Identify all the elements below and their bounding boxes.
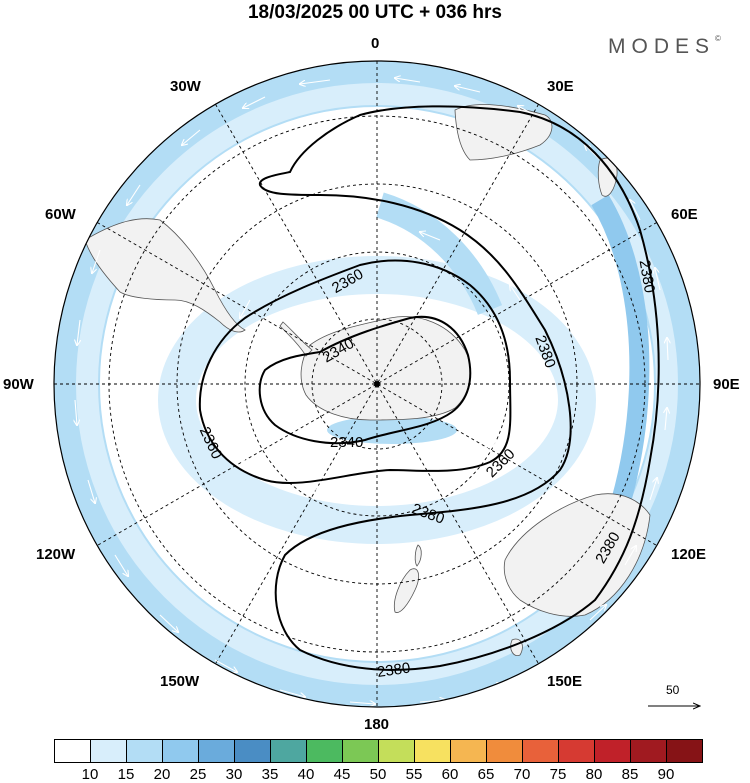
contour-label: 2340: [330, 434, 363, 451]
legend-swatch: [594, 739, 631, 763]
legend-tick-label: 25: [189, 766, 207, 783]
legend-swatch: [414, 739, 451, 763]
legend-swatch: [342, 739, 379, 763]
legend-tick-label: 60: [441, 766, 459, 783]
legend-swatch: [90, 739, 127, 763]
legend-swatch: [558, 739, 595, 763]
legend-tick-label: 55: [405, 766, 423, 783]
legend-swatch: [450, 739, 487, 763]
legend-swatch: [270, 739, 307, 763]
lon-label-30e: 30E: [547, 78, 574, 95]
legend-swatch: [234, 739, 271, 763]
legend-swatch: [486, 739, 523, 763]
legend-tick-label: 45: [333, 766, 351, 783]
australia: [503, 493, 651, 617]
tasmania: [510, 638, 523, 657]
legend-tick-label: 75: [549, 766, 567, 783]
legend-swatch: [666, 739, 703, 763]
lon-label-0: 0: [371, 35, 380, 52]
map-border: [53, 60, 701, 708]
reference-vector-label: 50: [666, 683, 680, 697]
lon-label-150w: 150W: [160, 673, 200, 690]
height-contours: [198, 105, 660, 671]
legend-tick-label: 10: [81, 766, 99, 783]
legend-swatch: [630, 739, 667, 763]
legend-tick-label: 40: [297, 766, 315, 783]
lon-label-120w: 120W: [36, 546, 76, 563]
legend-tick-label: 15: [117, 766, 135, 783]
south-america: [84, 218, 246, 333]
lon-label-150e: 150E: [547, 673, 583, 690]
legend-swatch: [306, 739, 343, 763]
africa: [454, 104, 553, 161]
brand-copyright-mark: ©: [715, 34, 721, 43]
legend-swatch: [126, 739, 163, 763]
lon-label-120e: 120E: [671, 546, 707, 563]
legend-swatch: [54, 739, 91, 763]
legend-tick-label: 90: [657, 766, 675, 783]
legend-tick-label: 70: [513, 766, 531, 783]
lon-label-180: 180: [364, 716, 390, 733]
legend-tick-label: 50: [369, 766, 387, 783]
antarctica: [300, 316, 471, 421]
south-pole-dot: [374, 381, 380, 387]
legend-swatch: [522, 739, 559, 763]
legend-swatch: [378, 739, 415, 763]
new-zealand: [393, 568, 420, 613]
wind-core-south: [327, 416, 457, 444]
contour-label: 2380: [376, 660, 411, 681]
lon-label-30w: 30W: [170, 78, 201, 95]
lon-label-90w: 90W: [3, 376, 34, 393]
color-legend: [54, 739, 703, 763]
land-masses: [84, 104, 651, 657]
lon-label-60w: 60W: [45, 206, 76, 223]
legend-swatch: [198, 739, 235, 763]
contour-2340: [258, 315, 472, 445]
lon-label-60e: 60E: [671, 206, 698, 223]
legend-tick-label: 20: [153, 766, 171, 783]
legend-tick-label: 30: [225, 766, 243, 783]
new-zealand-north: [414, 544, 422, 567]
lon-label-90e: 90E: [713, 376, 740, 393]
legend-tick-label: 65: [477, 766, 495, 783]
contour-label: 2380: [636, 258, 659, 294]
legend-tick-label: 85: [621, 766, 639, 783]
chart-title: 18/03/2025 00 UTC + 036 hrs: [247, 2, 503, 23]
contour-2360: [198, 259, 512, 484]
contour-2380: [258, 105, 660, 671]
jet-streak-upper: [375, 192, 503, 316]
brand-name: MODES: [608, 35, 716, 58]
brand-logo: MODES©: [608, 34, 721, 59]
legend-tick-label: 35: [261, 766, 279, 783]
legend-swatch: [162, 739, 199, 763]
map-field: 2340 2340 2360 2360 2360 2380 2380 2380 …: [54, 61, 700, 707]
legend-tick-label: 80: [585, 766, 603, 783]
